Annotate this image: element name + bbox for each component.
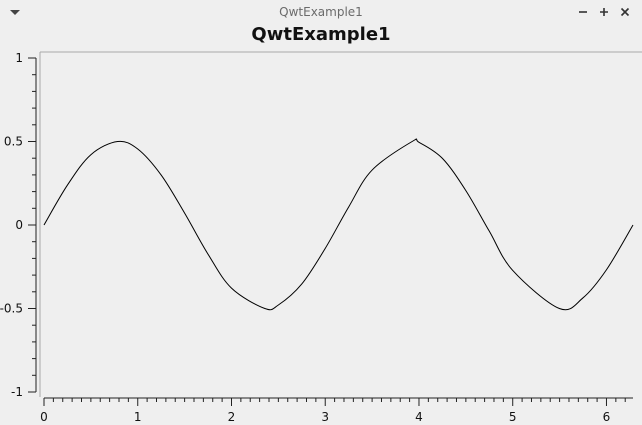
x-tick-label: 3: [321, 410, 329, 424]
y-tick-label: 1: [15, 51, 23, 65]
window-title: QwtExample1: [279, 5, 363, 19]
x-tick-label: 1: [134, 410, 142, 424]
x-tick-label: 6: [603, 410, 611, 424]
chevron-down-icon[interactable]: [8, 6, 22, 18]
x-tick-label: 2: [228, 410, 236, 424]
y-tick-label: -0.5: [0, 302, 23, 316]
x-tick-label: 5: [509, 410, 517, 424]
y-tick-label: 0: [15, 218, 23, 232]
sine-curve: [43, 138, 634, 311]
maximize-icon[interactable]: [596, 4, 612, 20]
close-icon[interactable]: [617, 4, 633, 20]
y-tick-label: -1: [11, 385, 23, 399]
plot-title: QwtExample1: [251, 24, 391, 45]
x-tick-label: 0: [40, 410, 48, 424]
y-tick-label: 0.5: [4, 135, 23, 149]
minimize-icon[interactable]: [575, 4, 591, 20]
x-tick-label: 4: [415, 410, 423, 424]
window-titlebar: QwtExample1: [0, 0, 642, 24]
